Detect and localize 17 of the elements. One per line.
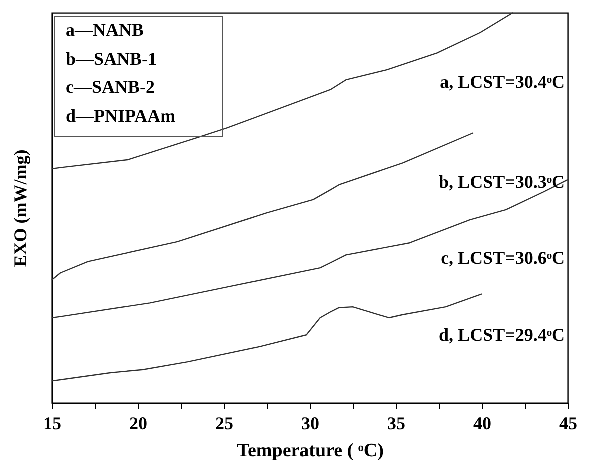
x-tick-label: 45 [560, 414, 578, 434]
x-tick-label: 25 [216, 414, 234, 434]
x-tick-label: 35 [388, 414, 406, 434]
annotation: d—PNIPAAm [66, 106, 176, 126]
x-tick-label: 40 [474, 414, 492, 434]
annotation: b—SANB-1 [66, 48, 158, 68]
x-tick-label: 20 [130, 414, 148, 434]
annotation: a—NANB [66, 20, 144, 40]
annotation: c—SANB-2 [66, 77, 155, 97]
annotation: b, LCST=30.3ᵒC [439, 172, 565, 192]
annotation: c, LCST=30.6ᵒC [441, 248, 565, 268]
annotation: d, LCST=29.4ᵒC [439, 325, 565, 345]
x-tick-label: 30 [302, 414, 320, 434]
x-tick-label: 15 [44, 414, 62, 434]
x-axis-title: Temperature ( ᵒC) [237, 440, 384, 462]
annotation: a, LCST=30.4ᵒC [440, 72, 565, 92]
y-axis-title: EXO (mW/mg) [10, 150, 30, 268]
